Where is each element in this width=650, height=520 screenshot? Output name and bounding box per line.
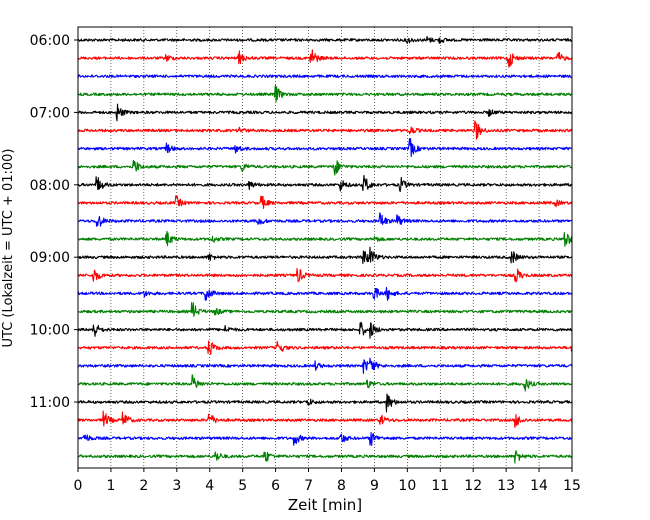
x-tick-label: 5	[238, 478, 247, 494]
x-tick-label: 10	[398, 478, 416, 494]
seismogram-trace	[77, 195, 573, 209]
seismogram-trace	[77, 287, 573, 301]
x-tick-label: 7	[304, 478, 313, 494]
seismogram-trace	[77, 374, 573, 392]
y-tick-label: 10:00	[30, 323, 70, 339]
seismogram-trace	[77, 74, 573, 79]
seismogram-trace	[77, 159, 573, 176]
x-tick-label: 4	[205, 478, 214, 494]
seismogram-trace	[77, 120, 573, 140]
x-tick-label: 1	[106, 478, 115, 494]
plot-frame	[77, 26, 573, 469]
x-axis-title: Zeit [min]	[288, 496, 362, 514]
seismogram-trace	[77, 357, 573, 374]
x-tick-label: 15	[563, 478, 581, 494]
seismogram-trace	[77, 103, 573, 122]
x-tick-label: 8	[337, 478, 346, 494]
y-tick-label: 08:00	[30, 178, 70, 194]
seismogram-trace	[77, 84, 573, 103]
x-tick-label: 6	[271, 478, 280, 494]
x-tick-label: 2	[139, 478, 148, 494]
y-tick-label: 07:00	[30, 105, 70, 121]
seismogram-trace	[77, 137, 573, 158]
x-tick-label: 0	[74, 478, 83, 494]
seismogram-trace	[77, 431, 573, 446]
x-tick-label: 3	[172, 478, 181, 494]
seismogram-trace	[77, 302, 573, 317]
seismogram-trace	[77, 35, 573, 44]
y-axis-title: UTC (Lokalzeit = UTC + 01:00)	[1, 149, 16, 348]
seismogram-trace	[77, 268, 573, 283]
y-axis: 06:00 07:00 08:00 09:00 10:00 11:00	[30, 33, 78, 411]
x-tick-label: 12	[464, 478, 482, 494]
x-tick-label: 13	[497, 478, 515, 494]
y-tick-label: 06:00	[30, 33, 70, 49]
seismogram-trace	[77, 340, 573, 355]
seismogram-trace	[77, 230, 573, 247]
seismogram-trace	[77, 174, 573, 193]
x-tick-label: 9	[370, 478, 379, 494]
y-tick-label: 11:00	[30, 395, 70, 411]
seismogram-trace	[77, 393, 573, 413]
seismogram-trace	[77, 321, 573, 339]
y-tick-label: 09:00	[30, 250, 70, 266]
x-tick-label: 14	[530, 478, 548, 494]
x-tick-label: 11	[431, 478, 449, 494]
seismogram-trace	[77, 410, 573, 429]
seismogram-trace	[77, 49, 573, 68]
seismogram-trace	[77, 212, 573, 227]
traces	[77, 35, 573, 464]
seismogram-trace	[77, 450, 573, 464]
x-axis: 0 1 2 3 4 5 6 7 8 9 10 11 12 13 14 15	[74, 468, 581, 494]
seismogram-trace	[77, 246, 573, 265]
